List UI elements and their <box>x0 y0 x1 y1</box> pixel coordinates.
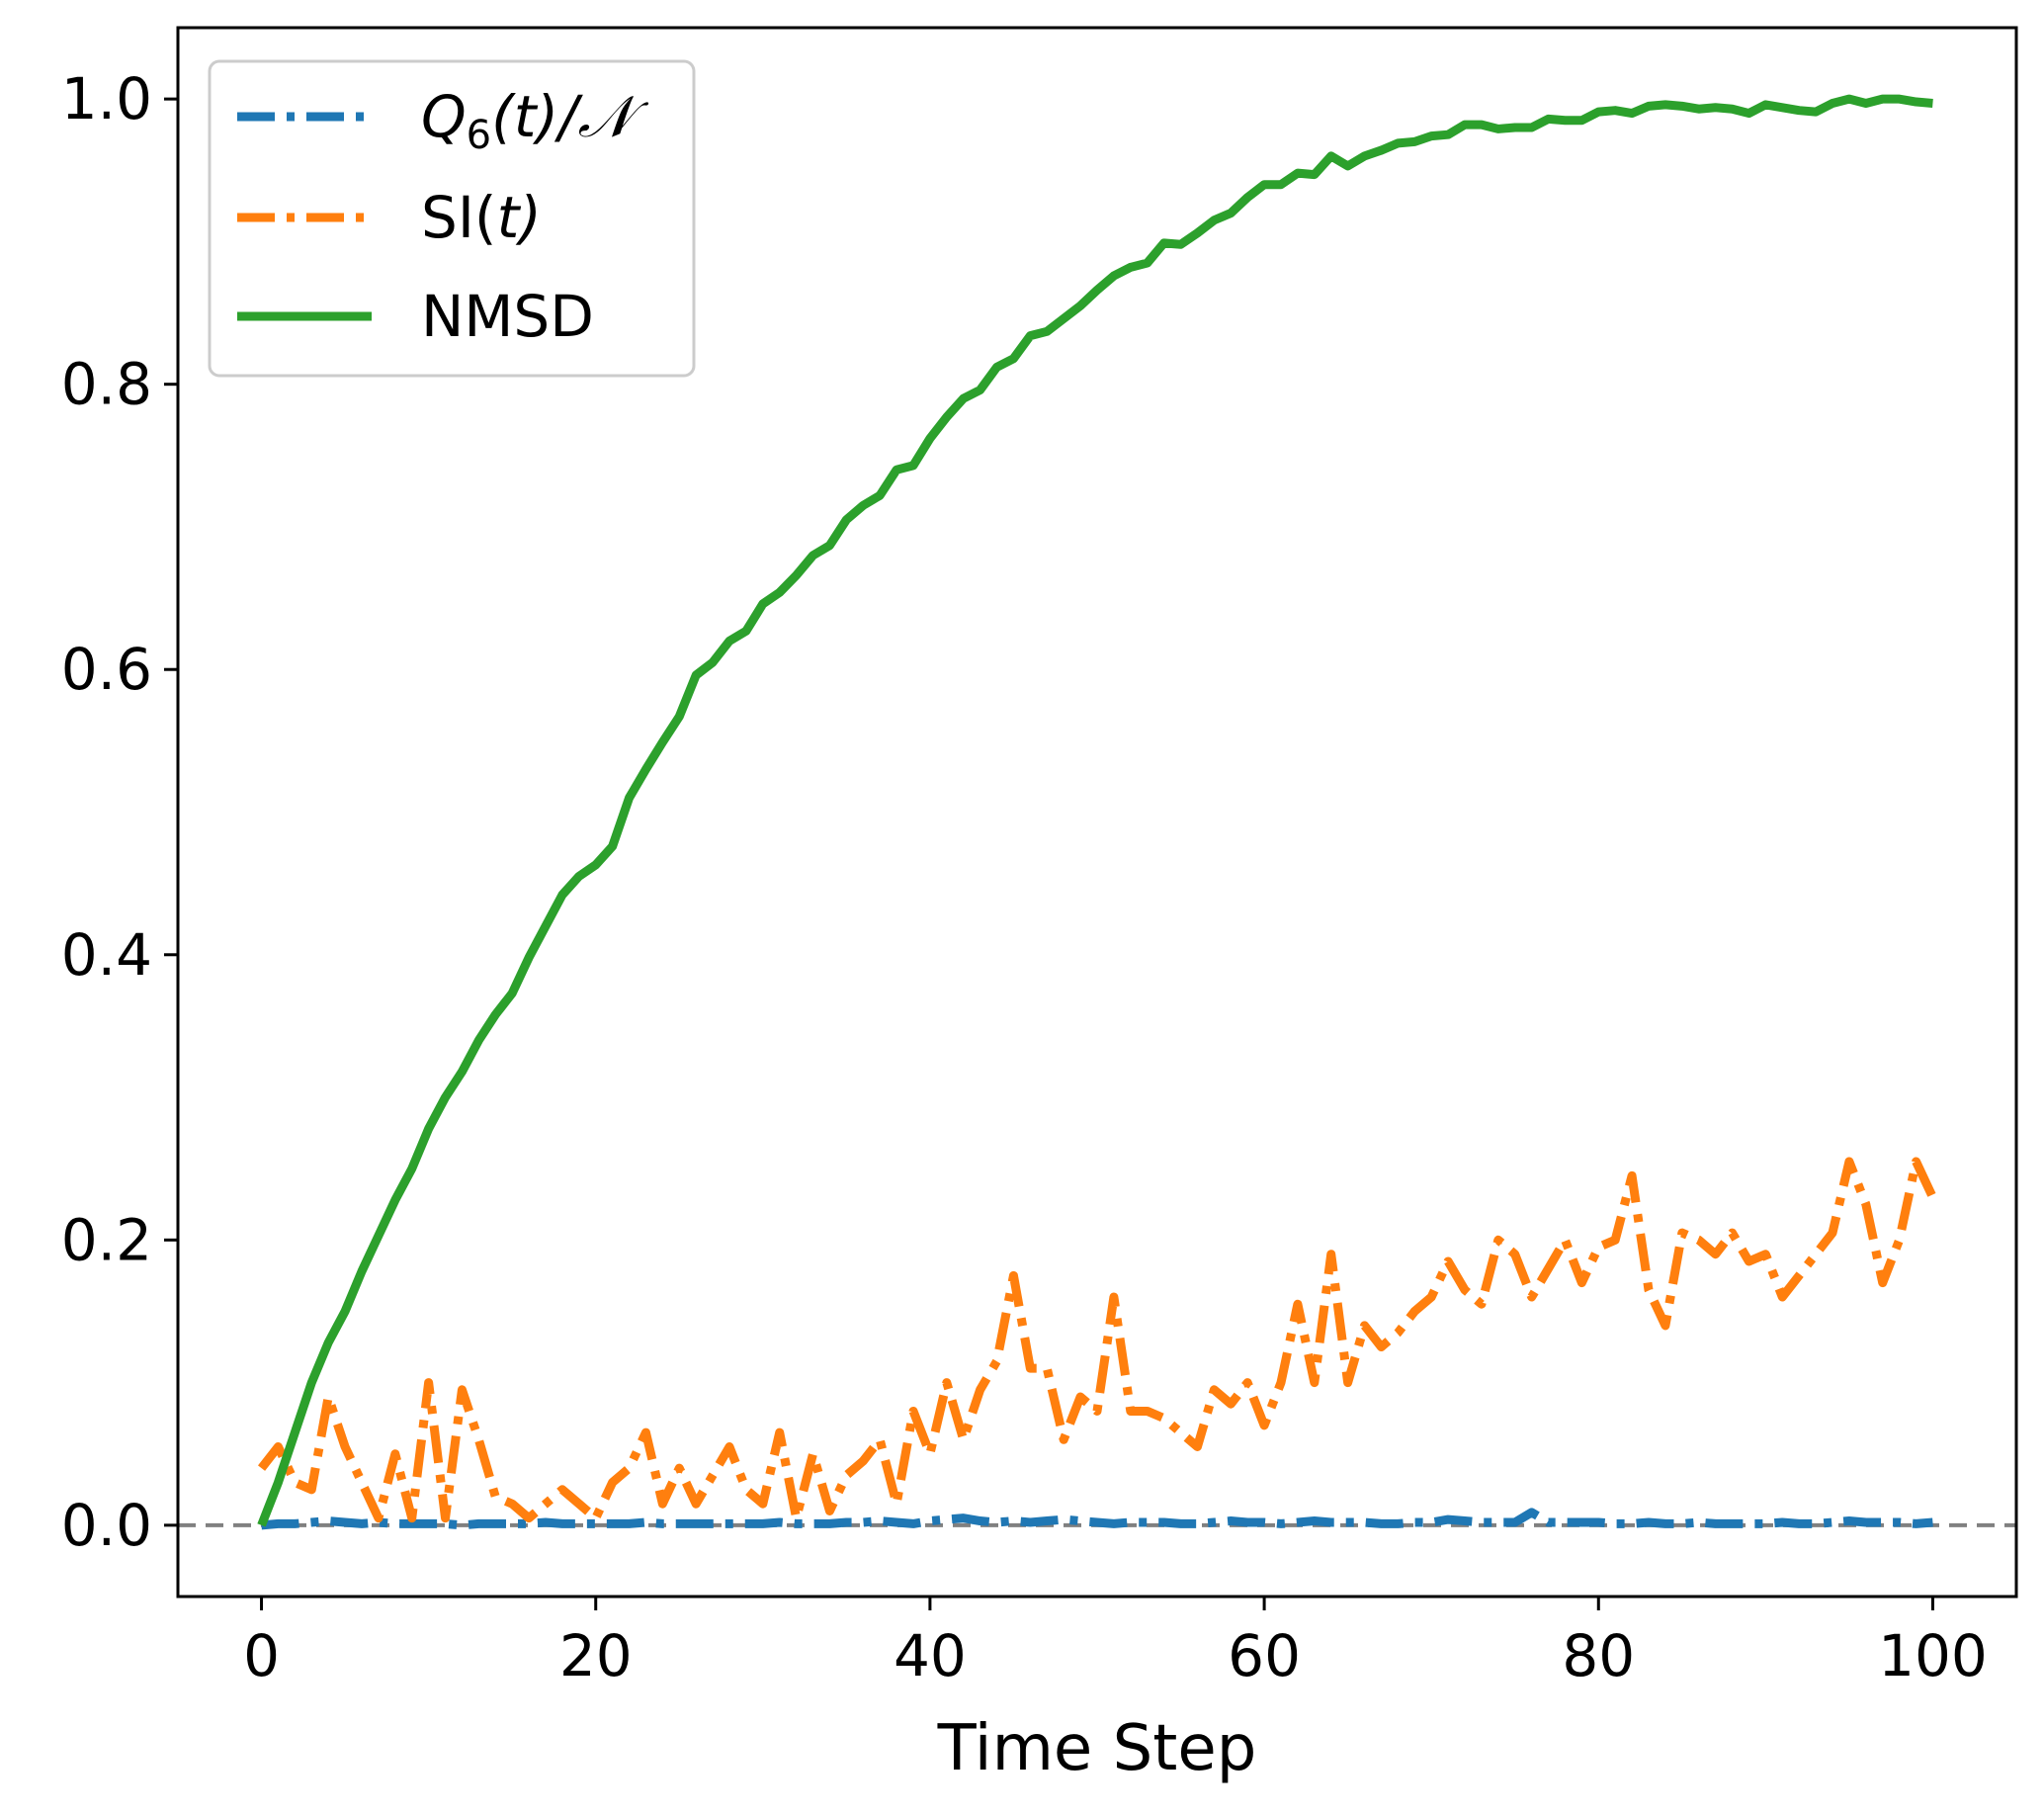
axes: 0 20 40 60 80 100 0.0 0.2 0.4 0.6 0.8 1.0 Time Step <box>61 26 2018 1785</box>
legend-box <box>208 59 696 378</box>
y-tick-label: 0.4 <box>61 921 152 989</box>
x-tick-label: 0 <box>243 1622 280 1689</box>
y-tick-label: 1.0 <box>61 65 152 132</box>
y-tick-label: 0.8 <box>61 351 152 418</box>
series-line-0 <box>261 1508 1933 1530</box>
y-tick-label: 0.2 <box>61 1206 152 1273</box>
series-line-1 <box>258 1157 1937 1523</box>
legend-label-main: Q <box>421 83 467 150</box>
legend-label-1: SI(t) <box>421 184 542 251</box>
series-line-2 <box>257 94 1933 1527</box>
legend: Q6(t)/𝒩 SI(t) NMSD <box>208 59 696 378</box>
legend-label-main: NMSD <box>421 283 594 350</box>
axes-frame <box>176 26 2018 1599</box>
x-tick-label: 20 <box>559 1622 633 1689</box>
x-tick-label: 100 <box>1878 1622 1988 1689</box>
x-tick-label: 40 <box>894 1622 967 1689</box>
legend-label-2: NMSD <box>421 283 594 350</box>
legend-label-rest: t) <box>497 184 542 251</box>
x-axis-title: Time Step <box>937 1712 1257 1785</box>
x-tick-label: 60 <box>1228 1622 1301 1689</box>
x-tick-label: 80 <box>1562 1622 1635 1689</box>
legend-label-subscript: 6 <box>467 113 491 158</box>
y-tick-label: 0.0 <box>61 1492 152 1559</box>
legend-label-0: Q6(t)/𝒩 <box>421 83 649 158</box>
y-tick-label: 0.6 <box>61 636 152 703</box>
legend-label-rest: (t)/𝒩 <box>491 83 649 150</box>
legend-label-main: SI( <box>421 184 497 251</box>
plot-area <box>178 94 2016 1530</box>
